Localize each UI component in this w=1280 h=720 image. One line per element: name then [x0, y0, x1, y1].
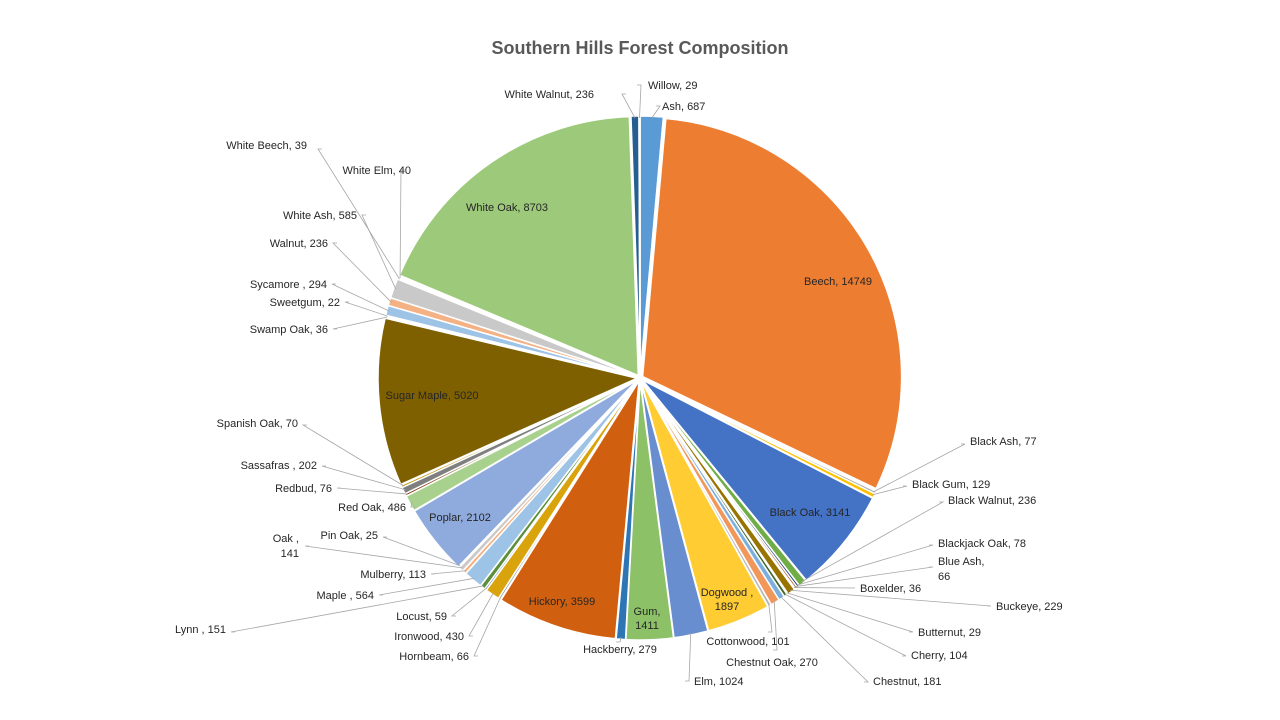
- leader-line-mulberry: [430, 570, 466, 575]
- leader-line-white-ash: [361, 214, 397, 290]
- data-label-black-oak: Black Oak, 3141: [770, 507, 851, 519]
- leader-line-elm: [685, 632, 692, 682]
- data-label-hickory: Hickory, 3599: [529, 596, 595, 608]
- data-label-white-walnut: White Walnut, 236: [505, 89, 594, 101]
- pie-slice-willow: [638, 115, 641, 376]
- leader-line-black-walnut: [801, 501, 945, 583]
- leader-line-sweetgum: [344, 301, 388, 317]
- data-label-cherry: Cherry, 104: [911, 650, 968, 662]
- leader-line-willow: [637, 84, 642, 119]
- data-label-mulberry: Mulberry, 113: [360, 569, 426, 581]
- data-label-beech: Beech, 14749: [804, 276, 872, 288]
- data-label-pin-oak: Pin Oak, 25: [321, 530, 378, 542]
- data-label-buckeye: Buckeye, 229: [996, 601, 1063, 613]
- leader-line-pin-oak: [382, 536, 461, 567]
- leader-line-swamp-oak: [332, 316, 388, 330]
- data-label-black-ash: Black Ash, 77: [970, 436, 1037, 448]
- data-label-walnut: Walnut, 236: [270, 238, 328, 250]
- leader-line-spanish-oak: [301, 424, 404, 486]
- pie-slice-sugar-maple: [377, 317, 640, 486]
- pie-slice-spanish-oak: [400, 378, 638, 489]
- data-label-sycamore: Sycamore , 294: [250, 279, 327, 291]
- data-label-sweetgum: Sweetgum, 22: [270, 297, 340, 309]
- pie-slice-black-oak: [641, 379, 874, 582]
- data-label-swamp-oak: Swamp Oak, 36: [250, 324, 328, 336]
- leader-line-buckeye: [790, 589, 992, 607]
- leader-line-hornbeam: [473, 597, 501, 657]
- data-label-chestnut-oak: Chestnut Oak, 270: [726, 657, 818, 669]
- data-label-boxelder: Boxelder, 36: [860, 583, 921, 595]
- data-label-white-oak: White Oak, 8703: [466, 202, 548, 214]
- leader-line-locust: [450, 587, 487, 617]
- leader-line-white-elm: [399, 169, 405, 278]
- leader-line-butternut: [786, 592, 914, 633]
- chart-title: Southern Hills Forest Composition: [491, 38, 789, 58]
- data-label-sassafras: Sassafras , 202: [241, 460, 317, 472]
- data-label-white-ash: White Ash, 585: [283, 210, 357, 222]
- leader-line-walnut: [332, 242, 392, 303]
- data-label-hornbeam: Hornbeam, 66: [399, 651, 469, 663]
- data-label-chestnut: Chestnut, 181: [873, 676, 942, 688]
- data-label-red-oak: Red Oak, 486: [338, 502, 406, 514]
- data-label-ironwood: Ironwood, 430: [394, 631, 464, 643]
- leader-line-ironwood: [468, 592, 494, 637]
- leader-line-chestnut: [780, 596, 869, 683]
- leader-line-white-beech: [317, 148, 400, 280]
- leader-line-redbud: [336, 487, 408, 495]
- data-label-sugar-maple: Sugar Maple, 5020: [386, 390, 479, 402]
- data-label-butternut: Butternut, 29: [918, 627, 981, 639]
- data-label-redbud: Redbud, 76: [275, 483, 332, 495]
- data-label-elm: Elm, 1024: [694, 676, 744, 688]
- leader-line-blackjack-oak: [797, 544, 934, 586]
- leader-line-cottonwood: [768, 603, 773, 633]
- leader-line-red-oak: [410, 502, 415, 508]
- data-label-blue-ash: Blue Ash, 66: [938, 556, 984, 583]
- pie-slice-hickory: [499, 380, 640, 640]
- data-label-blackjack-oak: Blackjack Oak, 78: [938, 538, 1026, 550]
- leader-line-blue-ash: [795, 566, 934, 587]
- leader-line-oak: [304, 545, 463, 569]
- data-label-spanish-oak: Spanish Oak, 70: [217, 418, 298, 430]
- data-label-hackberry: Hackberry, 279: [583, 644, 657, 656]
- data-label-gum: Gum, 1411: [634, 606, 661, 632]
- data-label-dogwood: Dogwood , 1897: [701, 587, 754, 613]
- leader-line-chestnut-oak: [773, 600, 778, 651]
- data-label-willow: Willow, 29: [648, 80, 698, 92]
- data-label-ash: Ash, 687: [662, 101, 705, 113]
- leader-line-maple: [378, 577, 475, 596]
- data-label-cottonwood: Cottonwood, 101: [706, 636, 789, 648]
- data-label-locust: Locust, 59: [396, 611, 447, 623]
- leader-line-sycamore: [331, 283, 389, 312]
- data-label-black-gum: Black Gum, 129: [912, 479, 990, 491]
- pie-slice-white-oak: [398, 115, 640, 377]
- leader-line-sassafras: [321, 465, 406, 491]
- leader-line-ash: [651, 105, 661, 119]
- data-label-maple: Maple , 564: [317, 590, 374, 602]
- leader-line-lynn: [230, 585, 484, 633]
- leader-line-white-walnut: [621, 93, 636, 119]
- leader-line-hackberry: [616, 637, 622, 643]
- leader-line-black-gum: [872, 485, 908, 496]
- data-label-poplar: Poplar, 2102: [429, 512, 491, 524]
- pie-slice-beech: [641, 117, 903, 490]
- data-label-oak: Oak , 141: [273, 533, 299, 560]
- data-label-white-elm: White Elm, 40: [343, 165, 411, 177]
- leader-line-cherry: [784, 593, 907, 657]
- data-label-black-walnut: Black Walnut, 236: [948, 495, 1036, 507]
- leader-line-black-ash: [873, 443, 966, 493]
- data-label-lynn: Lynn , 151: [175, 624, 226, 636]
- data-label-white-beech: White Beech, 39: [226, 140, 307, 152]
